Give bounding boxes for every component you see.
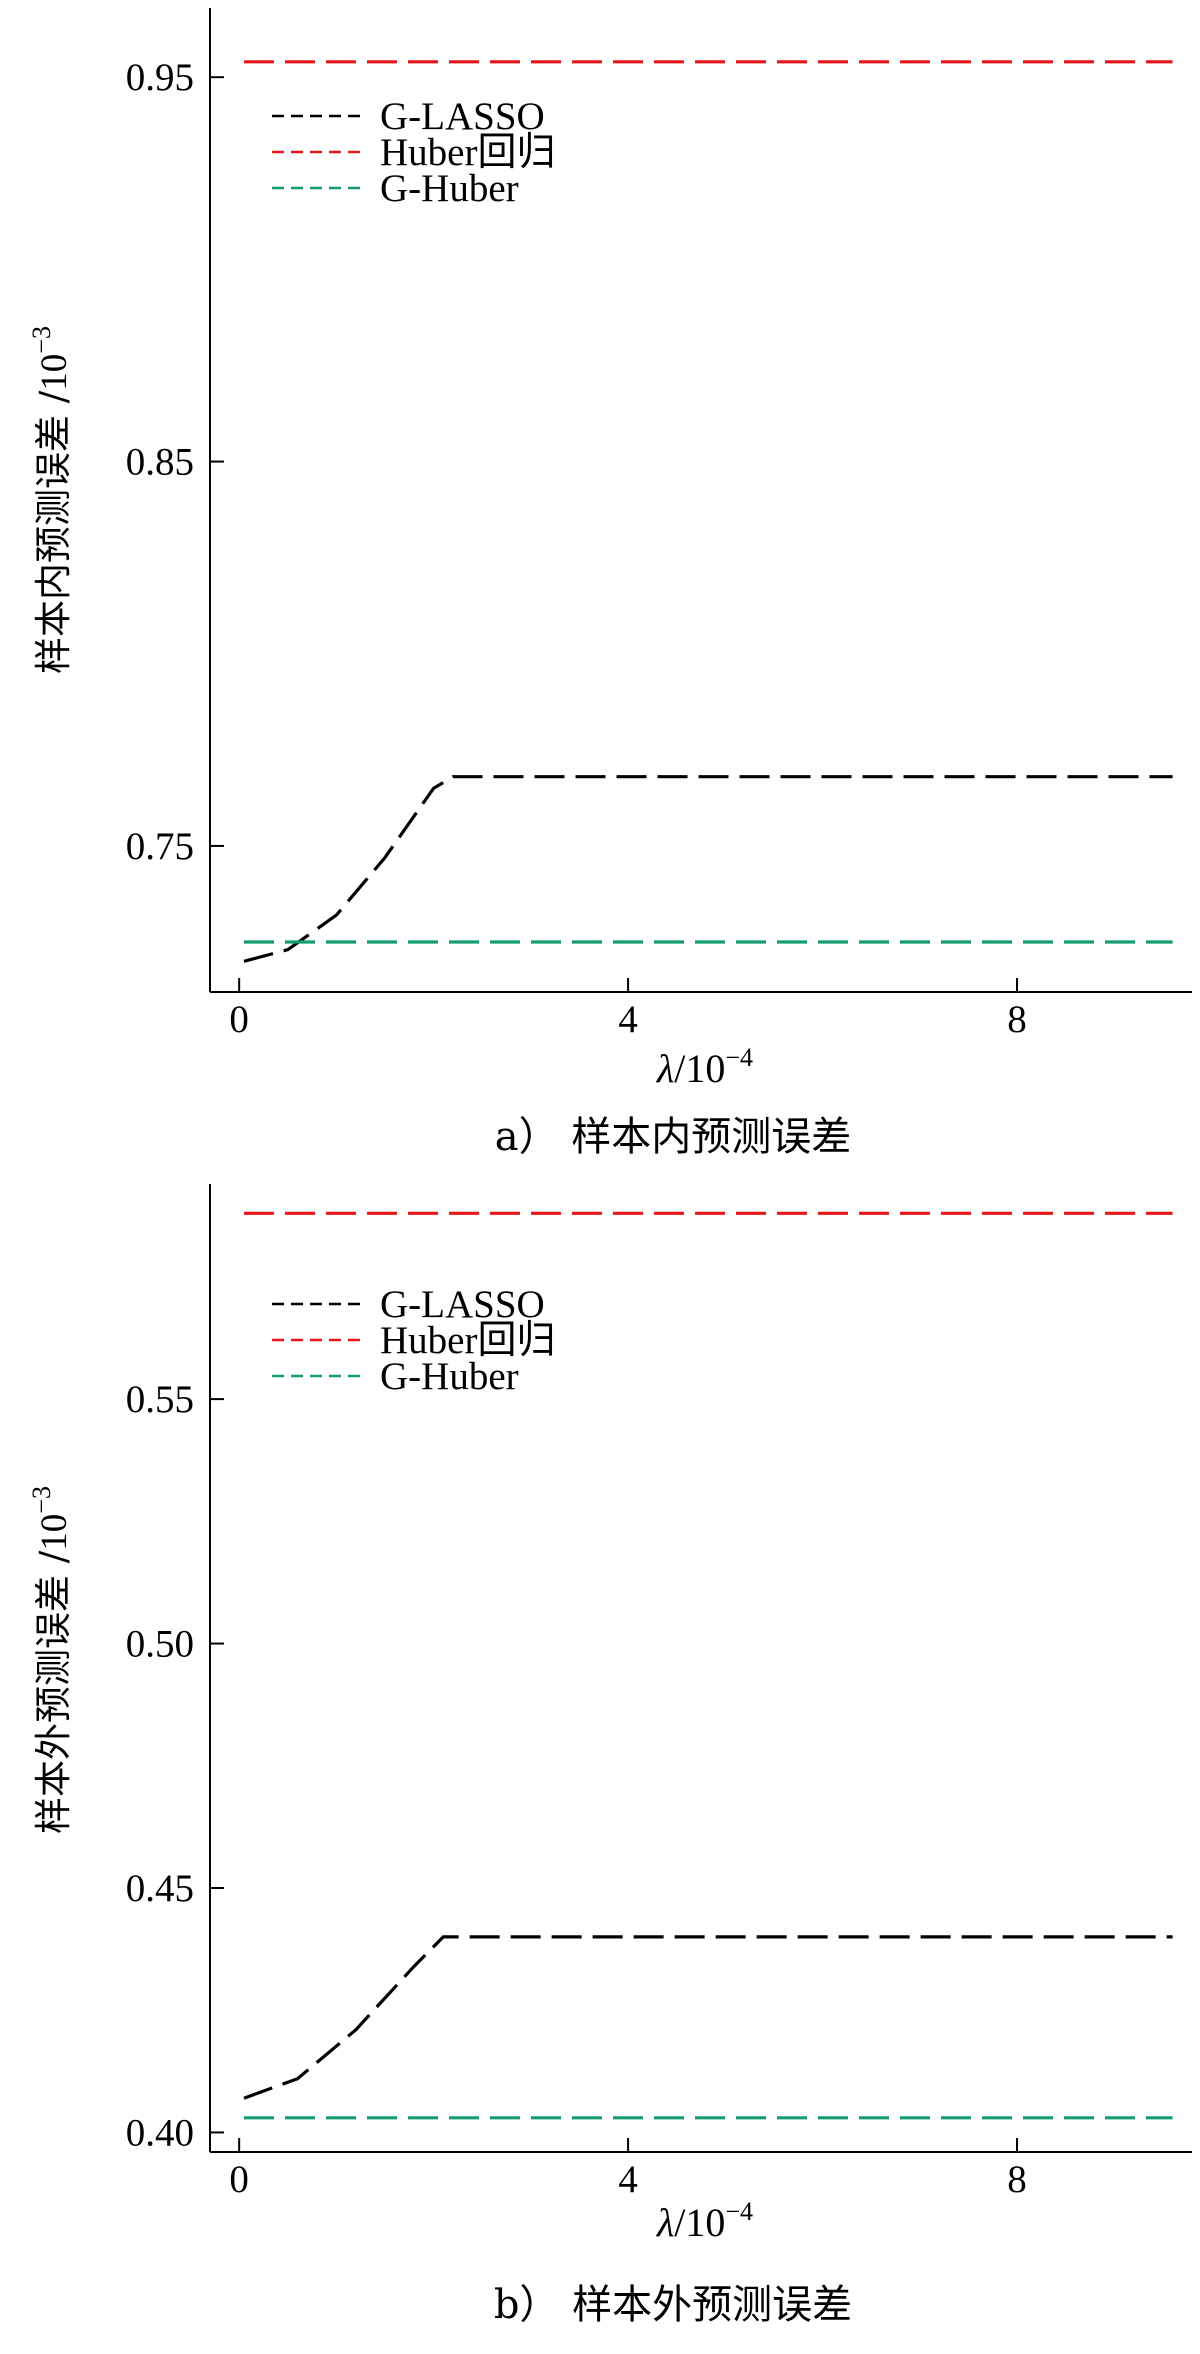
panel-caption: a） 样本内预测误差	[495, 1114, 852, 1160]
y-tick-label: 0.85	[126, 441, 194, 484]
series-line-1	[243, 1935, 1173, 2100]
y-tick-label: 0.40	[126, 2111, 194, 2154]
x-tick-label: 0	[229, 2158, 249, 2201]
x-axis-unit-exponent: −4	[725, 1043, 753, 1072]
y-axis-unit-base: 10	[34, 354, 75, 391]
panel-caption: b） 样本外预测误差	[494, 2282, 852, 2328]
y-tick-label: 0.55	[126, 1378, 194, 1421]
y-axis-unit-exponent: −3	[27, 1486, 56, 1514]
chart-panel-b: 0.40 0.45 0.50 0.55 0 4 8 G-LASSOHuber回归G-Huber…	[27, 1184, 1192, 2328]
y-axis-unit-exponent: −3	[27, 326, 56, 354]
x-tick-label: 4	[618, 998, 638, 1041]
x-tick-label: 8	[1007, 998, 1027, 1041]
x-axis-unit-text: /10	[674, 2200, 725, 2245]
y-tick-label: 0.95	[126, 56, 194, 99]
x-tick-label: 8	[1007, 2158, 1027, 2201]
legend-label: G-LASSO	[380, 95, 545, 138]
x-tick-label: 4	[618, 2158, 638, 2201]
y-tick-label: 0.45	[126, 1867, 194, 1910]
y-axis-label: 样本外预测误差 /10−3	[27, 1486, 75, 1834]
y-tick-label: 0.50	[126, 1623, 194, 1666]
y-axis-unit-base: 10	[34, 1514, 75, 1551]
legend-label: G-Huber	[380, 1355, 519, 1398]
y-axis-label: 样本内预测误差 /10−3	[27, 326, 75, 674]
y-axis-label-text: 样本外预测误差 /	[32, 1550, 75, 1834]
x-axis-unit-exponent: −4	[725, 2197, 753, 2226]
y-tick-label: 0.75	[126, 825, 194, 868]
x-axis-symbol: λ	[656, 2200, 674, 2245]
legend-label: Huber回归	[380, 131, 555, 174]
series-line-1	[243, 775, 1173, 963]
legend-label: G-LASSO	[380, 1283, 545, 1326]
x-axis-unit-text: /10	[674, 1046, 725, 1091]
legend-label: Huber回归	[380, 1319, 555, 1362]
x-axis-label: λ/10−4	[656, 1043, 753, 1091]
legend-label: G-Huber	[380, 167, 519, 210]
x-axis-label: λ/10−4	[656, 2197, 753, 2245]
x-axis-symbol: λ	[656, 1046, 674, 1091]
y-axis-label-text: 样本内预测误差 /	[32, 390, 75, 674]
x-tick-label: 0	[229, 998, 249, 1041]
